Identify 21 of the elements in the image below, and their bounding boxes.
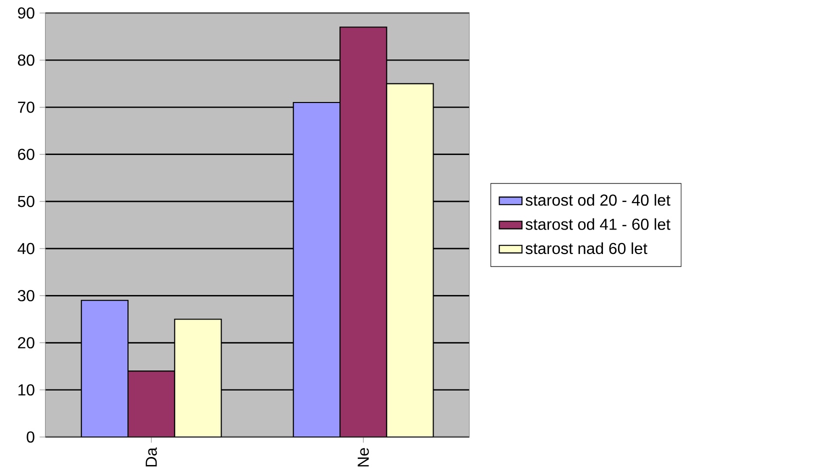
y-tick-label: 60 [18,148,34,160]
y-tick-label: 90 [18,7,34,19]
bar [339,26,388,437]
bar [386,83,434,437]
y-tick-label: 80 [18,54,34,66]
y-tick-label: 0 [26,431,34,443]
y-tick-label: 70 [18,102,34,113]
bar [292,102,341,437]
legend-label: starost nad 60 let [526,242,648,254]
legend-label: starost od 41 - 60 let [526,218,670,230]
y-tick-label: 10 [18,384,34,396]
y-tick-label: 30 [18,290,34,302]
legend-label: starost od 20 - 40 let [526,194,670,206]
bar [80,300,129,437]
y-tick-label: 50 [18,196,34,208]
x-tick-label: Da [146,447,157,466]
y-tick-label: 20 [18,337,34,348]
bar [127,370,176,437]
bar [174,318,222,437]
x-tick-label: Ne [358,448,369,466]
y-tick-label: 40 [18,242,34,254]
